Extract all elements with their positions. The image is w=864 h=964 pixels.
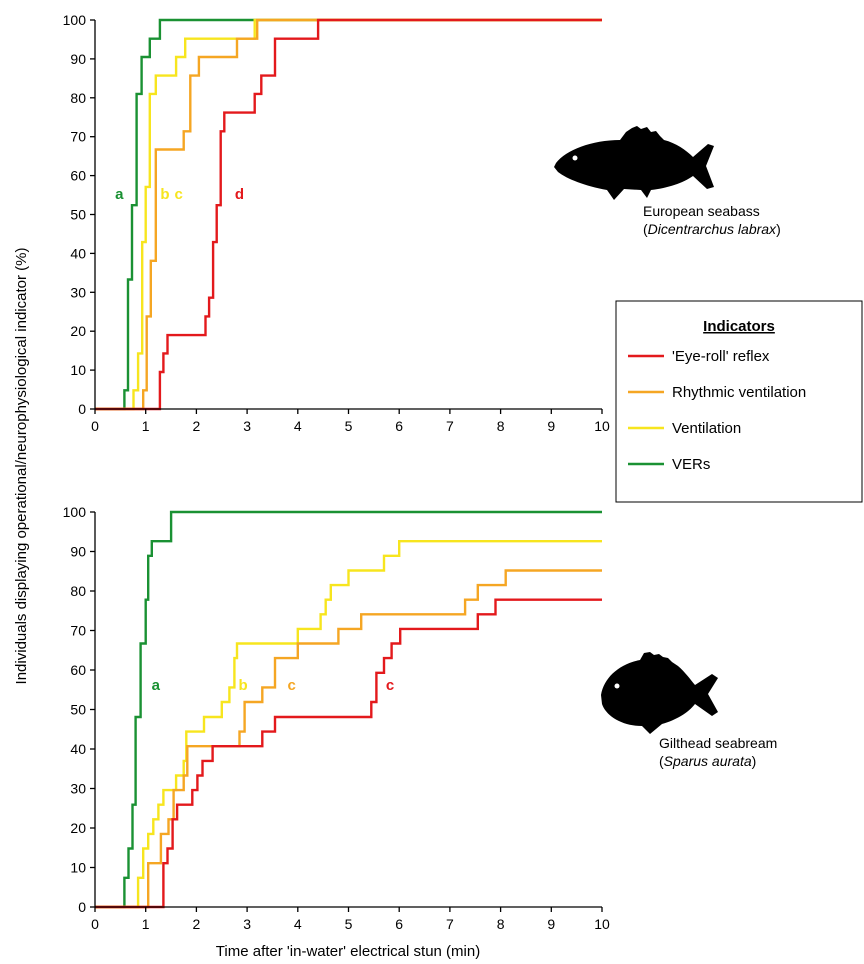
y-tick-label: 80 [70, 90, 86, 106]
y-tick-label: 70 [70, 129, 86, 145]
x-tick-label: 5 [345, 418, 353, 434]
species-label-seabass: European seabass [643, 203, 760, 219]
species-latin-seabream: (Sparus aurata) [659, 753, 756, 769]
x-tick-label: 5 [345, 916, 353, 932]
y-tick-label: 10 [70, 362, 86, 378]
significance-letter: d [235, 186, 244, 203]
panel-2-series [95, 510, 602, 909]
seabream-silhouette-icon [601, 652, 718, 734]
series-line-eye-roll [95, 598, 602, 909]
significance-letter: c [288, 677, 296, 694]
y-tick-label: 10 [70, 860, 86, 876]
x-tick-label: 1 [142, 418, 150, 434]
y-tick-label: 40 [70, 741, 86, 757]
series-line-vers [95, 510, 602, 909]
legend-label-rhythmic-ventilation: Rhythmic ventilation [672, 384, 806, 401]
legend-box [615, 300, 863, 503]
y-tick-label: 0 [78, 401, 86, 417]
x-tick-label: 0 [91, 916, 99, 932]
series-line-rhythmic-ventilation [95, 18, 602, 411]
y-tick-label: 90 [70, 51, 86, 67]
y-tick-label: 20 [70, 323, 86, 339]
x-tick-label: 6 [395, 916, 403, 932]
x-tick-label: 8 [497, 418, 505, 434]
y-tick-label: 50 [70, 207, 86, 223]
series-line-rhythmic-ventilation [95, 569, 602, 909]
y-tick-label: 50 [70, 702, 86, 718]
significance-letter: c [174, 186, 182, 203]
y-tick-label: 70 [70, 623, 86, 639]
legend-label-vers: VERs [672, 456, 710, 473]
x-axis-title: Time after 'in-water' electrical stun (m… [216, 943, 480, 960]
x-tick-label: 10 [594, 418, 610, 434]
x-tick-label: 8 [497, 916, 505, 932]
significance-letter: c [386, 677, 394, 694]
y-tick-label: 30 [70, 284, 86, 300]
legend: Indicators 'Eye-roll' reflex Rhythmic ven… [615, 300, 863, 503]
y-tick-label: 60 [70, 662, 86, 678]
series-line-vers [95, 18, 602, 411]
x-tick-label: 3 [243, 418, 251, 434]
x-tick-label: 9 [547, 418, 555, 434]
legend-label-eye-roll: 'Eye-roll' reflex [672, 348, 770, 365]
x-tick-label: 2 [193, 916, 201, 932]
x-tick-label: 3 [243, 916, 251, 932]
y-tick-label: 40 [70, 245, 86, 261]
species-latin-seabass: (Dicentrarchus labrax) [643, 221, 781, 237]
y-tick-label: 100 [63, 504, 87, 520]
x-tick-label: 2 [193, 418, 201, 434]
significance-letter: b [160, 186, 169, 203]
significance-letter: a [115, 186, 124, 203]
y-tick-label: 90 [70, 544, 86, 560]
y-tick-label: 0 [78, 899, 86, 915]
x-tick-label: 1 [142, 916, 150, 932]
y-axis-title: Individuals displaying operational/neuro… [13, 248, 30, 685]
legend-title: Indicators [703, 318, 775, 335]
series-line-ventilation [95, 18, 602, 411]
y-tick-label: 80 [70, 583, 86, 599]
species-label-seabream: Gilthead seabream [659, 735, 777, 751]
y-tick-label: 100 [63, 12, 87, 28]
significance-letter: a [152, 677, 161, 694]
x-tick-label: 4 [294, 916, 302, 932]
series-line-eye-roll [95, 18, 602, 411]
x-tick-label: 10 [594, 916, 610, 932]
panel-1-series [95, 18, 602, 411]
x-tick-label: 7 [446, 418, 454, 434]
significance-letter: b [238, 677, 247, 694]
series-line-ventilation [95, 540, 602, 909]
legend-label-ventilation: Ventilation [672, 420, 741, 437]
x-tick-label: 0 [91, 418, 99, 434]
x-tick-label: 6 [395, 418, 403, 434]
x-tick-label: 4 [294, 418, 302, 434]
y-tick-label: 20 [70, 820, 86, 836]
x-tick-label: 9 [547, 916, 555, 932]
seabass-silhouette-icon [554, 126, 714, 200]
y-tick-label: 30 [70, 781, 86, 797]
x-tick-label: 7 [446, 916, 454, 932]
y-tick-label: 60 [70, 168, 86, 184]
